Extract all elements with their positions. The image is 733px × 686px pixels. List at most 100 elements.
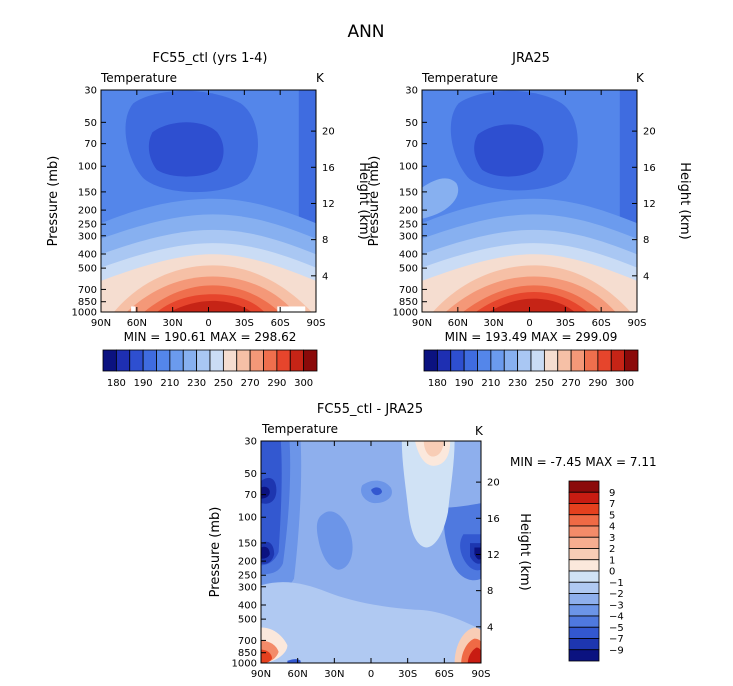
y-tick-label: 50 xyxy=(84,118,97,129)
y-tick-label: 700 xyxy=(78,285,97,296)
colorbar-swatch xyxy=(450,349,465,372)
band-l2 xyxy=(148,122,224,177)
y-tick-label: 400 xyxy=(399,249,418,260)
colorbar-swatch xyxy=(568,615,600,628)
colorbar-swatch xyxy=(436,349,452,372)
x-tick-label: 60N xyxy=(288,669,308,680)
y-tick-label: 70 xyxy=(405,139,418,150)
y-axis-label: Pressure (mb) xyxy=(367,156,382,247)
colorbar-swatch xyxy=(169,349,184,372)
band-bottom-0 xyxy=(261,582,481,663)
colorbar-swatch xyxy=(209,349,224,372)
min-max-text: MIN = 193.49 MAX = 299.09 xyxy=(445,330,618,344)
colorbar-label: 180 xyxy=(428,378,447,389)
panel-title: FC55_ctl - JRA25 xyxy=(317,402,423,417)
band-mid-m3 xyxy=(371,487,382,496)
y-tick-label: 400 xyxy=(78,249,97,260)
contour-field xyxy=(422,90,637,312)
colorbar-swatch xyxy=(477,349,492,372)
colorbar-swatch xyxy=(289,349,305,372)
band-left-m4 xyxy=(261,441,282,566)
x-tick-label: 60N xyxy=(448,318,468,329)
colorbar-swatch xyxy=(490,349,505,372)
height-tick-label: 4 xyxy=(487,622,493,633)
band-upper-right-2 xyxy=(423,441,444,457)
colorbar-swatch xyxy=(570,349,585,372)
band-l14 xyxy=(169,300,252,312)
colorbar-label: 190 xyxy=(134,378,153,389)
height-tick-label: 16 xyxy=(322,163,335,174)
y-tick-label: 50 xyxy=(405,118,418,129)
colorbar-swatch xyxy=(156,349,171,372)
y-tick-label: 200 xyxy=(238,557,257,568)
colorbar-swatch xyxy=(568,525,600,538)
x-tick-label: 60S xyxy=(592,318,611,329)
panel-jra25: JRA25 Temperature K 90N 60N 30N 0 30S 60S 90S 3… xyxy=(367,51,692,389)
colorbar-label: 270 xyxy=(241,378,260,389)
band-right-m7 xyxy=(474,547,481,560)
colorbar-swatch xyxy=(115,349,131,372)
panel-difference: FC55_ctl - JRA25 Temperature K xyxy=(208,402,657,680)
y-tick-label: 1000 xyxy=(393,308,418,319)
colorbar-label: 250 xyxy=(535,378,554,389)
y-tick-label: 100 xyxy=(78,162,97,173)
y-tick-label: 700 xyxy=(399,285,418,296)
height-tick-label: 8 xyxy=(487,586,493,597)
x-tick-label: 90N xyxy=(412,318,432,329)
y-tick-label: 850 xyxy=(78,297,97,308)
y-tick-label: 70 xyxy=(244,490,257,501)
y-axis-label: Pressure (mb) xyxy=(46,156,61,247)
y-tick-label: 500 xyxy=(399,264,418,275)
colorbar-label: 190 xyxy=(455,378,474,389)
colorbar-swatch xyxy=(624,349,639,372)
x-tick-label: 30N xyxy=(324,669,344,680)
colorbar-swatch xyxy=(568,480,600,493)
colorbar-swatch xyxy=(568,581,600,594)
colorbar-label: 3 xyxy=(609,533,615,544)
x-tick-label: 30N xyxy=(163,318,183,329)
height-tick-label: 16 xyxy=(643,163,656,174)
height-tick-label: 12 xyxy=(322,199,335,210)
x-tick-label: 90S xyxy=(627,318,646,329)
colorbar-label: 5 xyxy=(609,510,615,521)
colorbar-swatch xyxy=(423,349,438,372)
height-tick-label: 16 xyxy=(487,514,500,525)
min-max-text: MIN = 190.61 MAX = 298.62 xyxy=(124,330,297,344)
y-tick-label: 30 xyxy=(405,86,418,97)
colorbar-label: 230 xyxy=(187,378,206,389)
band-left-m5 xyxy=(261,477,277,564)
y-tick-label: 700 xyxy=(238,636,257,647)
colorbar-swatch xyxy=(102,349,117,372)
colorbar-label: −1 xyxy=(609,578,624,589)
band-l6-patch xyxy=(422,178,459,219)
x-tick-label: 30S xyxy=(235,318,254,329)
colorbar-label: 4 xyxy=(609,522,615,533)
axes: 90N 60N 30N 0 30S 60S 90S 30 50 70 100 150 200 250300… xyxy=(232,437,500,681)
variable-label: Temperature xyxy=(421,71,498,85)
colorbar-label: 230 xyxy=(508,378,527,389)
colorbar-swatch xyxy=(610,349,626,372)
band-mid-m2 xyxy=(316,511,353,570)
missing-data-patch xyxy=(131,306,136,312)
y-tick-label: 200 xyxy=(399,206,418,217)
colorbar-swatch xyxy=(568,604,600,617)
colorbar-label: −5 xyxy=(609,623,624,634)
band-upper-right-0 xyxy=(401,441,455,548)
colorbar-swatch xyxy=(222,349,238,372)
axes: 90N 60N 30N 0 30S 60S 90S 30 50 70 100 150 200 250300… xyxy=(72,86,335,330)
y-tick-label: 250 xyxy=(399,220,418,231)
colorbar-label: 290 xyxy=(267,378,286,389)
colorbar-label: −4 xyxy=(609,612,624,623)
axes: 90N 60N 30N 0 30S 60S 90S 30 50 70 100 150 200 250300… xyxy=(393,86,656,330)
colorbar-swatch xyxy=(568,536,600,549)
band-l3-right xyxy=(298,90,316,235)
contour-field xyxy=(261,441,481,663)
colorbar-swatch xyxy=(249,349,264,372)
colorbar-swatch xyxy=(543,349,559,372)
colorbar-swatch xyxy=(568,491,600,504)
y-tick-label: 150 xyxy=(78,187,97,198)
colorbar-swatch xyxy=(568,514,600,527)
y-tick-label: 70 xyxy=(84,139,97,150)
